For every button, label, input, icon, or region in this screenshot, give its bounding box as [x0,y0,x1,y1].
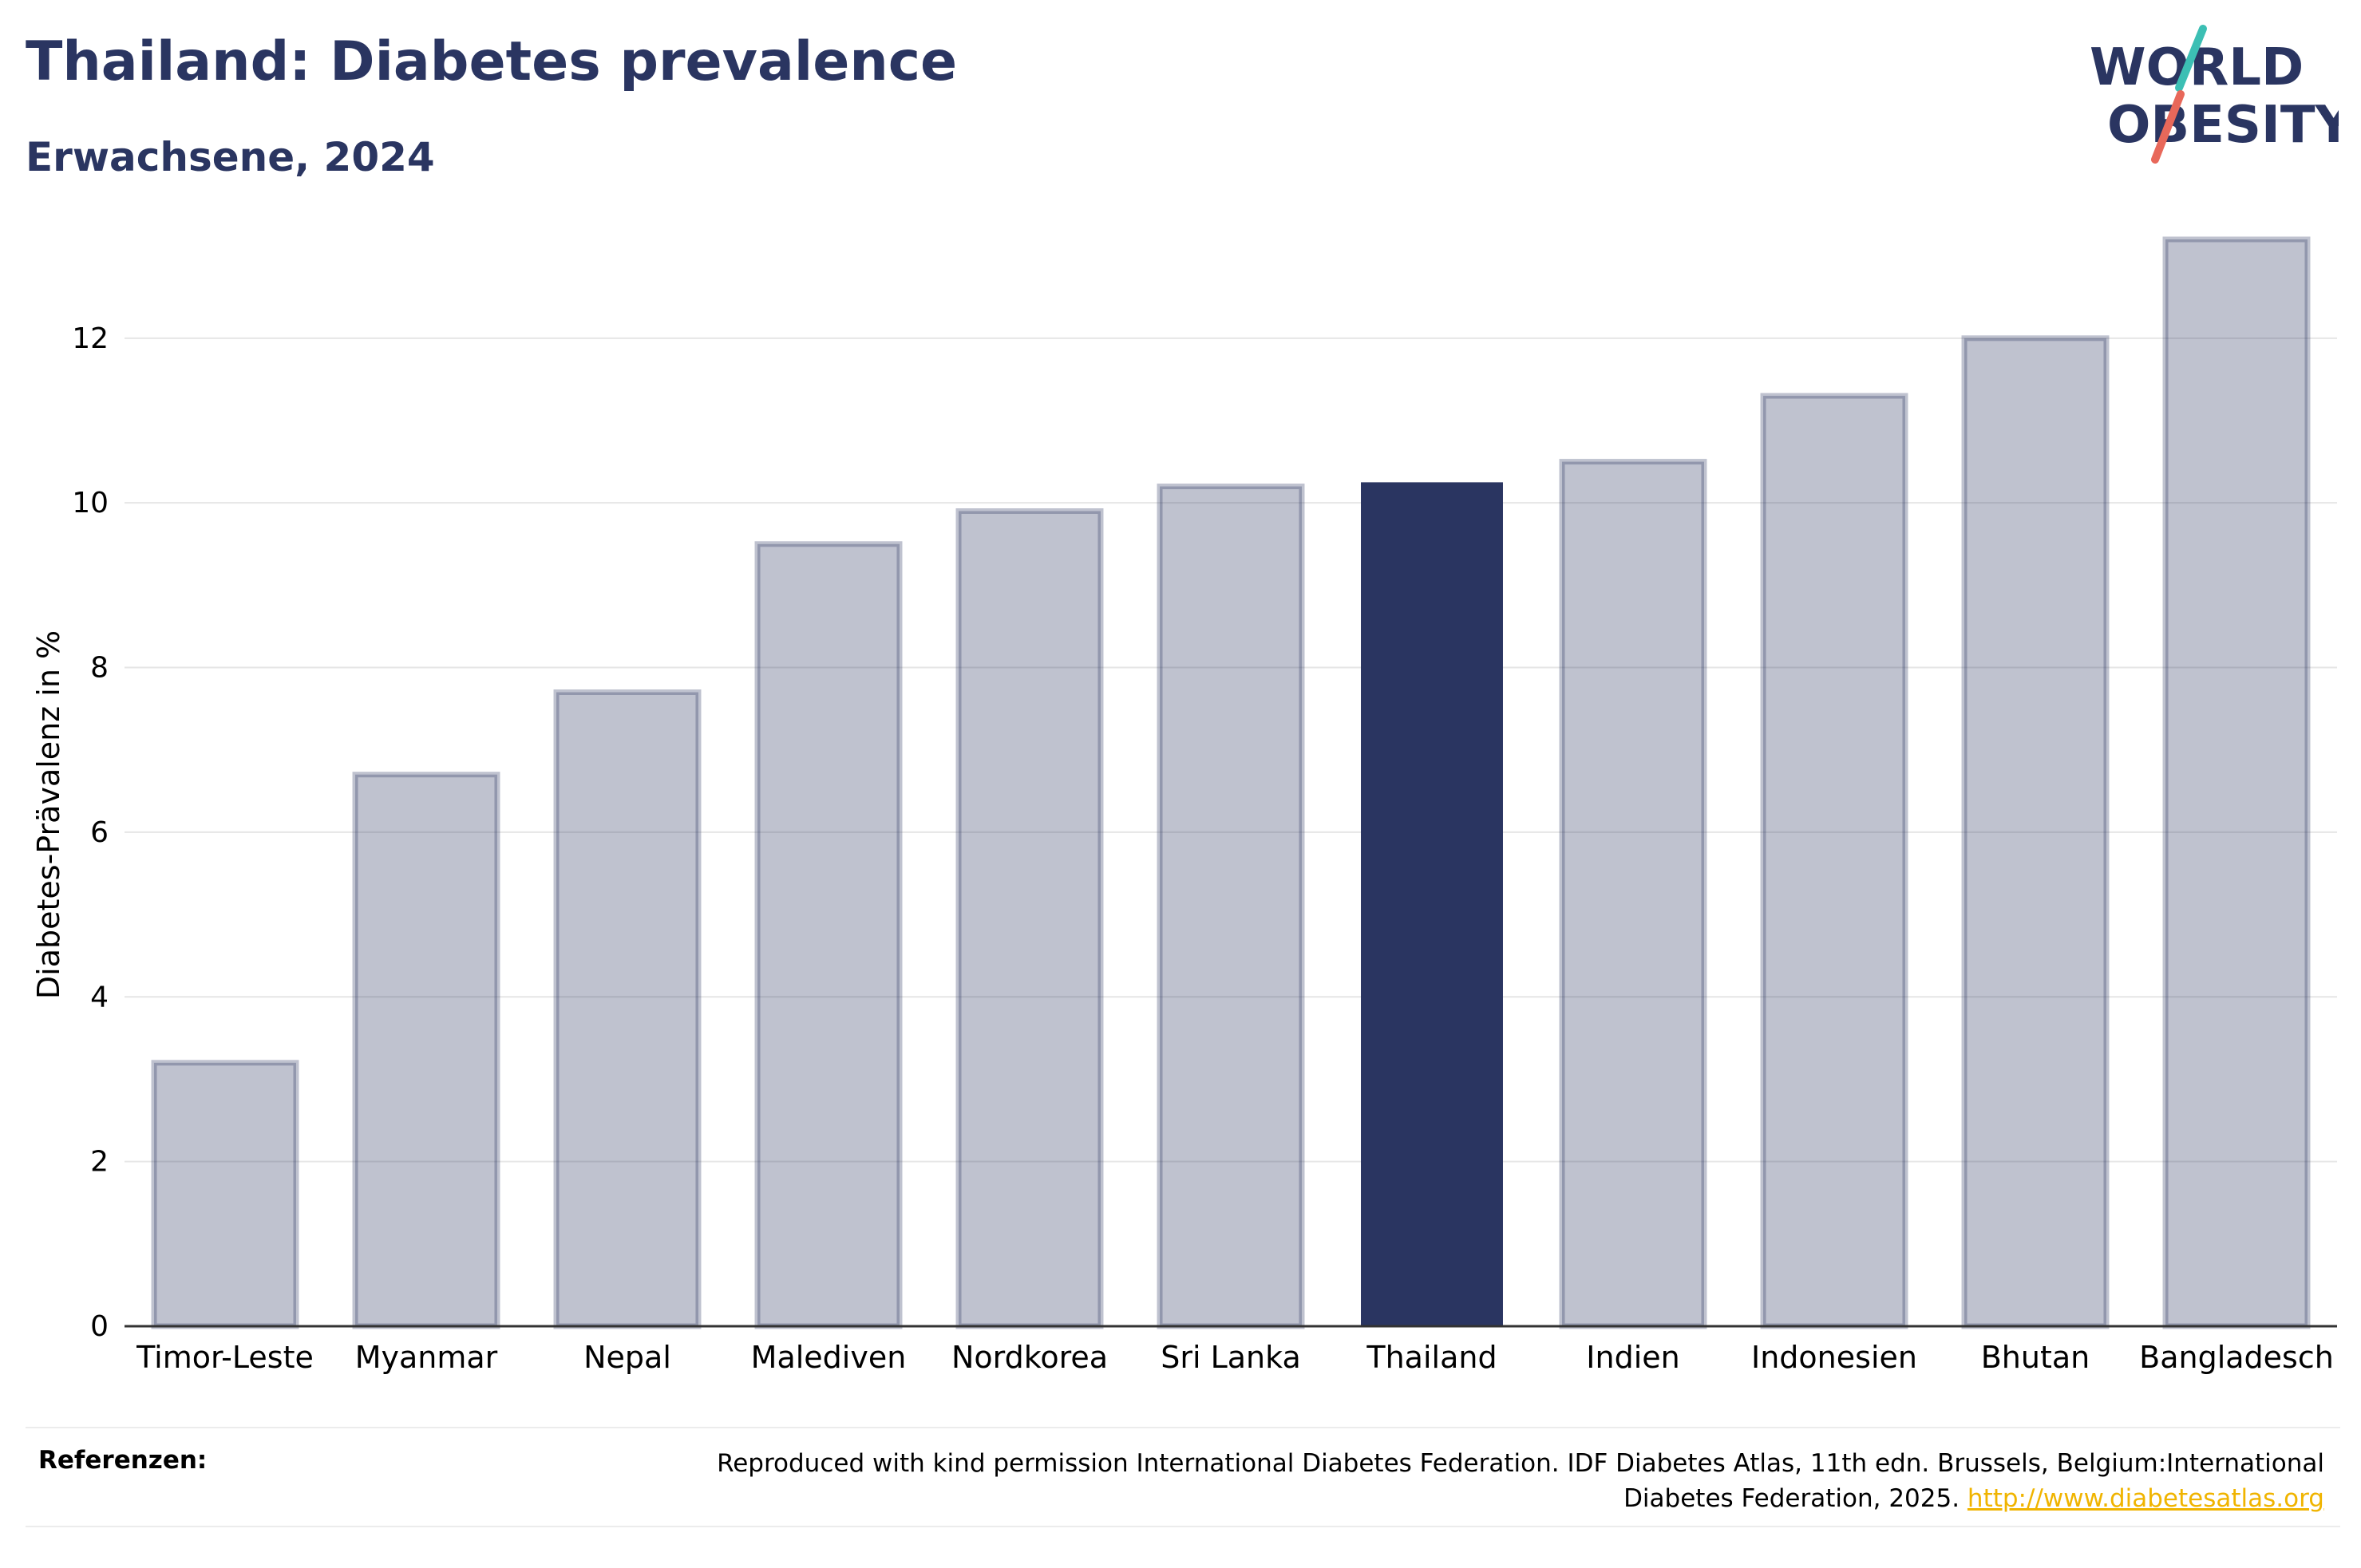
references-text: Reproduced with kind permission Internat… [648,1446,2324,1516]
y-tick-label: 6 [90,816,109,849]
x-tick-label: Bhutan [1981,1340,2090,1375]
footer-divider-top [26,1427,2340,1428]
world-obesity-logo: WORLD OBESITY [2090,25,2339,164]
x-tick-label: Malediven [751,1340,907,1375]
x-tick-label: Nepal [583,1340,671,1375]
x-tick-label: Indien [1586,1340,1679,1375]
bar-nordkorea [955,508,1104,1329]
bar-malediven [754,541,903,1329]
x-tick-label: Sri Lanka [1161,1340,1301,1375]
bar-bhutan [1961,335,2110,1329]
bar-myanmar [352,772,500,1329]
y-tick-label: 0 [90,1310,109,1343]
logo-line-obesity: OBESITY [2107,96,2339,155]
x-tick-label: Bangladesch [2139,1340,2334,1375]
bar-nepal [553,689,702,1329]
y-tick-label: 10 [72,487,109,519]
bar-thailand [1361,482,1503,1326]
logo-slash-coral [2151,90,2185,164]
chart-title: Thailand: Diabetes prevalence [26,30,958,93]
x-tick-label: Myanmar [355,1340,498,1375]
x-tick-label: Timor-Leste [136,1340,314,1375]
chart-subtitle: Erwachsene, 2024 [26,134,435,180]
y-axis-label: Diabetes-Prävalenz in % [31,630,66,999]
y-tick-label: 2 [90,1146,109,1179]
y-tick-label: 12 [72,322,109,355]
bar-sri-lanka [1157,484,1305,1329]
references-link[interactable]: http://www.diabetesatlas.org [1967,1484,2324,1513]
y-tick-label: 4 [90,981,109,1013]
logo-slash-teal [2175,25,2207,92]
references-label: Referenzen: [38,1446,208,1475]
bar-bangladesch [2162,236,2311,1329]
footer-divider-bottom [26,1526,2340,1527]
y-tick-label: 8 [90,652,109,685]
bar-indonesien [1760,393,1908,1329]
bar-indien [1559,459,1707,1329]
x-tick-label: Thailand [1366,1340,1497,1375]
references-body: Reproduced with kind permission Internat… [717,1449,2324,1513]
x-tick-label: Nordkorea [951,1340,1108,1375]
x-tick-label: Indonesien [1751,1340,1917,1375]
bar-timor-leste [151,1060,299,1329]
bar-chart: 0 2 4 6 8 10 12 Diabetes-Prävalenz in % Timor-Le… [31,236,2337,1375]
